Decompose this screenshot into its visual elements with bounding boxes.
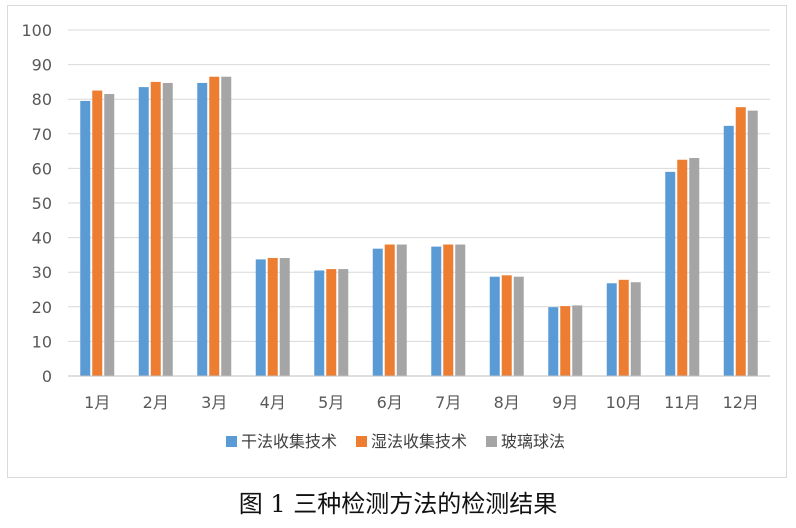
bar (689, 158, 700, 376)
x-axis-ticks: 1月 2月 3月 4月 5月 6月 7月 8月 9月 10月 11月 12月 (84, 393, 759, 412)
y-tick-label: 0 (42, 367, 52, 386)
y-tick-label: 70 (32, 125, 52, 144)
y-tick-label: 100 (21, 21, 52, 40)
bar (221, 76, 232, 377)
bar (618, 279, 629, 376)
y-tick-label: 20 (32, 298, 52, 317)
y-tick-label: 50 (32, 194, 52, 213)
y-axis-ticks: 0 10 20 30 40 50 60 70 80 90 100 (21, 21, 52, 386)
y-tick-label: 40 (32, 229, 52, 248)
bar (572, 305, 583, 376)
bar (606, 283, 617, 376)
bar (677, 159, 688, 376)
x-tick-label: 9月 (552, 393, 578, 412)
chart-frame (7, 5, 787, 478)
bar (162, 82, 173, 377)
legend-swatch (226, 436, 237, 447)
bar (513, 276, 524, 376)
y-tick-label: 10 (32, 332, 52, 351)
bar (80, 100, 91, 377)
y-tick-label: 90 (32, 56, 52, 75)
bar (104, 94, 115, 376)
gridlines (68, 29, 770, 342)
legend-swatch (486, 436, 497, 447)
bar (735, 107, 746, 377)
x-tick-label: 8月 (494, 393, 520, 412)
x-tick-label: 2月 (143, 393, 169, 412)
bar (314, 270, 325, 376)
x-tick-label: 3月 (201, 393, 227, 412)
legend-label: 玻璃球法 (501, 432, 565, 451)
bar (455, 244, 466, 376)
x-tick-label: 6月 (377, 393, 403, 412)
legend-label: 湿法收集技术 (371, 432, 467, 451)
bar (723, 125, 734, 376)
y-tick-label: 60 (32, 159, 52, 178)
bar (396, 244, 407, 376)
legend-label: 干法收集技术 (241, 432, 337, 451)
bar (431, 246, 442, 376)
bar (255, 259, 266, 376)
bars (80, 76, 758, 377)
x-tick-label: 7月 (435, 393, 461, 412)
legend: 干法收集技术 湿法收集技术 玻璃球法 (226, 432, 565, 451)
legend-swatch (356, 436, 367, 447)
bar (630, 282, 641, 376)
bar (267, 258, 278, 376)
bar (197, 82, 208, 377)
bar (279, 258, 290, 376)
bar (501, 275, 512, 376)
bar-chart: 0 10 20 30 40 50 60 70 80 90 100 1月 2月 3月 4月 5月 6月 7月 8月 9… (21, 21, 770, 451)
bar (560, 306, 571, 376)
y-tick-label: 30 (32, 263, 52, 282)
x-tick-label: 5月 (318, 393, 344, 412)
bar (326, 269, 337, 376)
bar (747, 110, 758, 377)
x-tick-label: 11月 (664, 393, 700, 412)
bar (443, 244, 454, 376)
bar (92, 90, 103, 377)
bar (209, 76, 220, 377)
bar (384, 244, 395, 376)
x-tick-label: 12月 (723, 393, 759, 412)
x-tick-label: 4月 (260, 393, 286, 412)
bar (338, 269, 349, 376)
bar (548, 307, 559, 376)
x-tick-label: 1月 (84, 393, 110, 412)
figure-caption: 图 1 三种检测方法的检测结果 (238, 490, 558, 518)
bar (150, 81, 161, 377)
bar (665, 171, 676, 376)
bar (138, 87, 149, 376)
bar (372, 248, 383, 376)
bar (489, 276, 500, 376)
y-tick-label: 80 (32, 90, 52, 109)
x-tick-label: 10月 (606, 393, 642, 412)
